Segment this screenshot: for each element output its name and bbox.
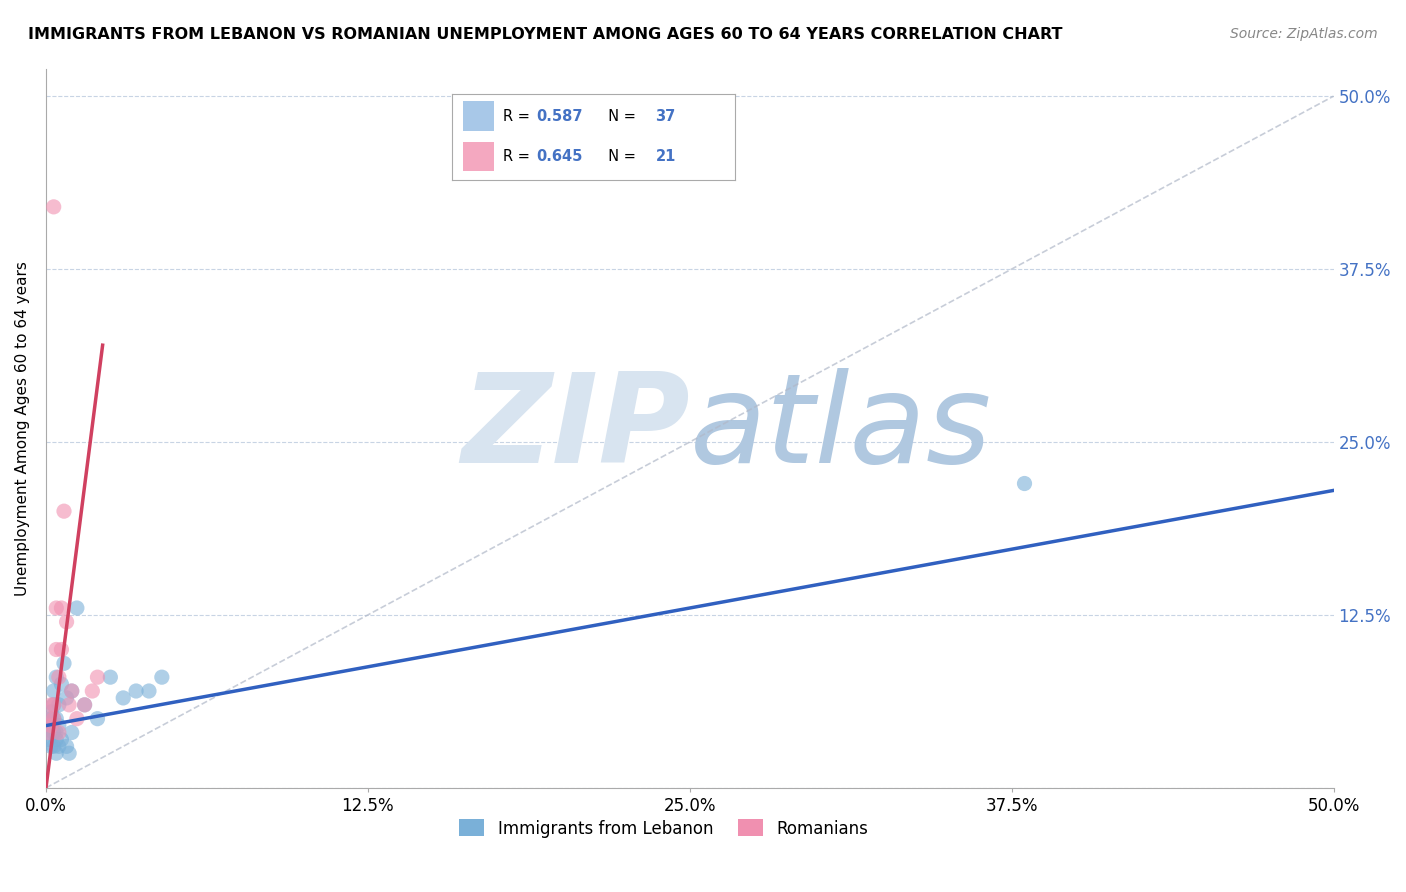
Text: Source: ZipAtlas.com: Source: ZipAtlas.com (1230, 27, 1378, 41)
Point (39, 739, 62, 754)
Point (42, 739, 65, 754)
Point (51, 601, 73, 615)
Point (48, 698, 70, 712)
Point (42, 712, 65, 726)
Text: ZIP: ZIP (461, 368, 690, 489)
Point (39, 712, 62, 726)
Point (38, 732, 60, 747)
Point (39, 718, 62, 732)
Point (55, 615, 77, 629)
Point (73, 698, 96, 712)
Point (66, 712, 89, 726)
Point (86, 712, 108, 726)
Point (53, 504, 76, 518)
Point (51, 732, 73, 747)
Point (38, 725, 60, 739)
Point (82, 684, 104, 698)
Point (60, 684, 83, 698)
Point (60, 684, 83, 698)
Point (42, 200, 65, 214)
Point (39, 705, 62, 719)
Point (45, 642, 67, 657)
Point (38, 725, 60, 739)
Point (58, 698, 80, 712)
Point (48, 739, 70, 754)
Point (55, 739, 77, 754)
Point (138, 684, 160, 698)
Point (45, 601, 67, 615)
Legend: Immigrants from Lebanon, Romanians: Immigrants from Lebanon, Romanians (453, 813, 875, 844)
Point (48, 670, 70, 684)
Text: atlas: atlas (690, 368, 991, 489)
Point (125, 684, 148, 698)
Point (45, 725, 67, 739)
Point (58, 746, 80, 760)
Point (86, 670, 108, 684)
Point (53, 657, 76, 671)
Point (42, 795, 65, 809)
Point (51, 677, 73, 691)
Point (51, 642, 73, 657)
Point (48, 725, 70, 739)
Point (42, 712, 65, 726)
Point (55, 690, 77, 705)
Point (42, 684, 65, 698)
Point (112, 690, 135, 705)
Point (66, 601, 89, 615)
Point (39, 718, 62, 732)
Point (1014, 476, 1036, 491)
Point (45, 670, 67, 684)
Point (45, 712, 67, 726)
Y-axis label: Unemployment Among Ages 60 to 64 years: Unemployment Among Ages 60 to 64 years (15, 260, 30, 596)
Point (42, 698, 65, 712)
Text: IMMIGRANTS FROM LEBANON VS ROMANIAN UNEMPLOYMENT AMONG AGES 60 TO 64 YEARS CORRE: IMMIGRANTS FROM LEBANON VS ROMANIAN UNEM… (28, 27, 1063, 42)
Point (73, 698, 96, 712)
Point (60, 725, 83, 739)
Point (45, 746, 67, 760)
Point (150, 670, 173, 684)
Point (42, 725, 65, 739)
Point (48, 718, 70, 732)
Point (45, 732, 67, 747)
Point (38, 712, 60, 726)
Point (42, 698, 65, 712)
Point (39, 698, 62, 712)
Point (98, 670, 121, 684)
